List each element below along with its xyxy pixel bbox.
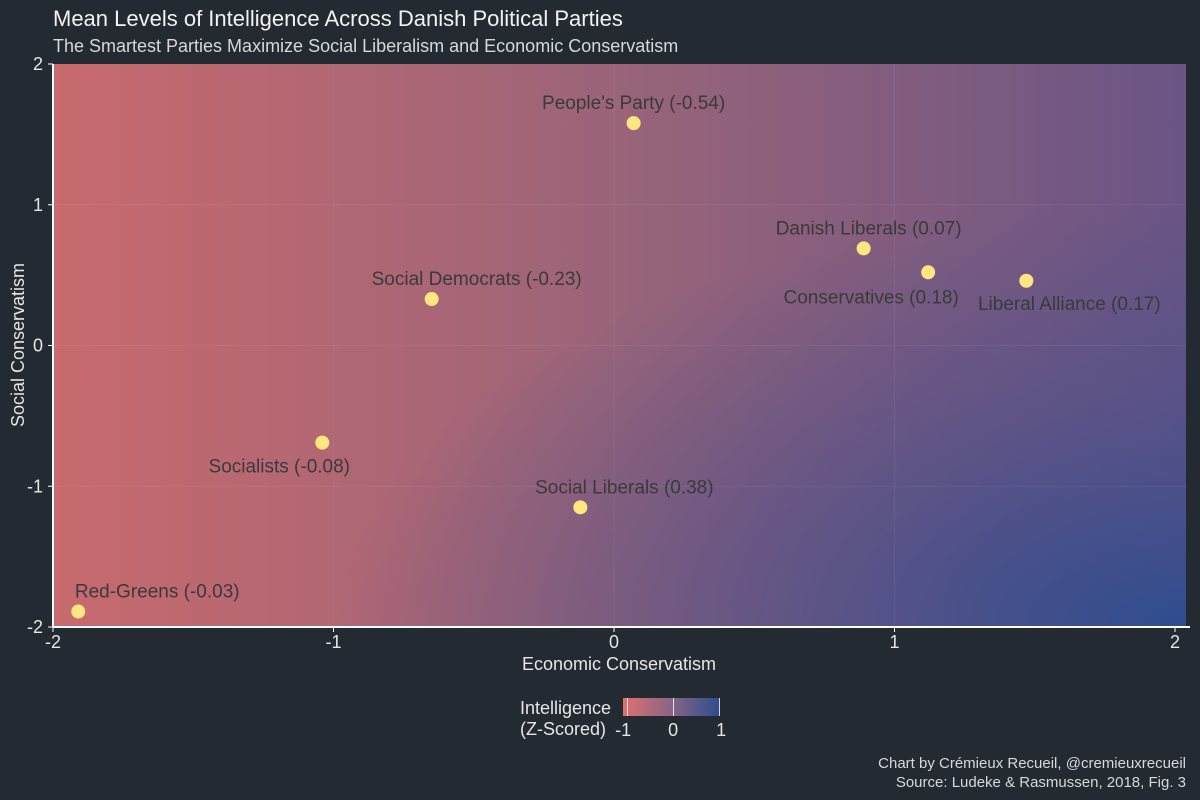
legend-title-line1: Intelligence [520,698,612,718]
data-point-label: Liberal Alliance (0.17) [978,294,1161,315]
x-axis-title: Economic Conservatism [522,654,716,674]
x-tick-label: 2 [1170,632,1180,652]
data-point [315,435,330,450]
legend-tick-mark [673,698,675,716]
data-point [626,116,641,131]
chart-title: Mean Levels of Intelligence Across Danis… [53,6,623,31]
caption-credit: Chart by Crémieux Recueil, @cremieuxrecu… [878,755,1186,772]
y-axis-ticks: 2 1 0 -1 -2 [27,54,53,637]
legend-tick-mark [627,698,629,716]
data-point-label: Socialists (-0.08) [209,457,351,478]
x-tick-label: -2 [45,632,61,652]
data-point-label: People's Party (-0.54) [542,93,725,114]
data-point-label: Danish Liberals (0.07) [776,218,962,239]
data-point [71,604,86,619]
data-point [424,292,439,307]
legend-tick-labels: -1 0 1 [615,720,727,742]
data-point [573,500,588,515]
caption-source: Source: Ludeke & Rasmussen, 2018, Fig. 3 [895,774,1186,791]
plot-background [53,64,1186,627]
y-tick-label: -1 [27,476,43,496]
data-points: People's Party (-0.54) Danish Liberals (0… [71,93,1161,619]
data-point-label: Conservatives (0.18) [784,287,959,308]
chart-caption: Chart by Crémieux Recueil, @cremieuxrecu… [878,754,1186,792]
legend-title-line2: (Z-Scored) [520,719,607,739]
x-tick-label: 1 [889,632,899,652]
y-tick-label: 1 [33,195,43,215]
gridlines [53,64,1186,627]
y-tick-label: -2 [27,617,43,637]
y-tick-label: 2 [33,54,43,74]
legend-tick-mark [719,698,721,716]
x-axis-ticks: -2 -1 0 1 2 [45,627,1180,652]
legend-scale: -1 0 1 [615,698,727,742]
y-tick-label: 0 [33,336,43,356]
x-tick-label: 0 [609,632,619,652]
legend-tick-label: -1 [615,720,632,740]
data-point-label: Social Democrats (-0.23) [372,269,582,290]
y-axis-title: Social Conservatism [8,263,28,427]
data-point-label: Social Liberals (0.38) [535,477,713,498]
color-legend: Intelligence (Z-Scored) -1 0 1 [520,698,727,742]
data-point [1019,273,1034,288]
chart-subtitle: The Smartest Parties Maximize Social Lib… [53,36,679,56]
legend-tick-label: 0 [668,720,679,740]
x-tick-label: -1 [325,632,341,652]
legend-title: Intelligence (Z-Scored) [520,698,611,740]
data-point-label: Red-Greens (-0.03) [75,582,240,603]
legend-tick-label: 1 [716,720,727,740]
data-point [856,241,871,256]
legend-colorbar [623,698,721,716]
data-point [921,265,936,280]
